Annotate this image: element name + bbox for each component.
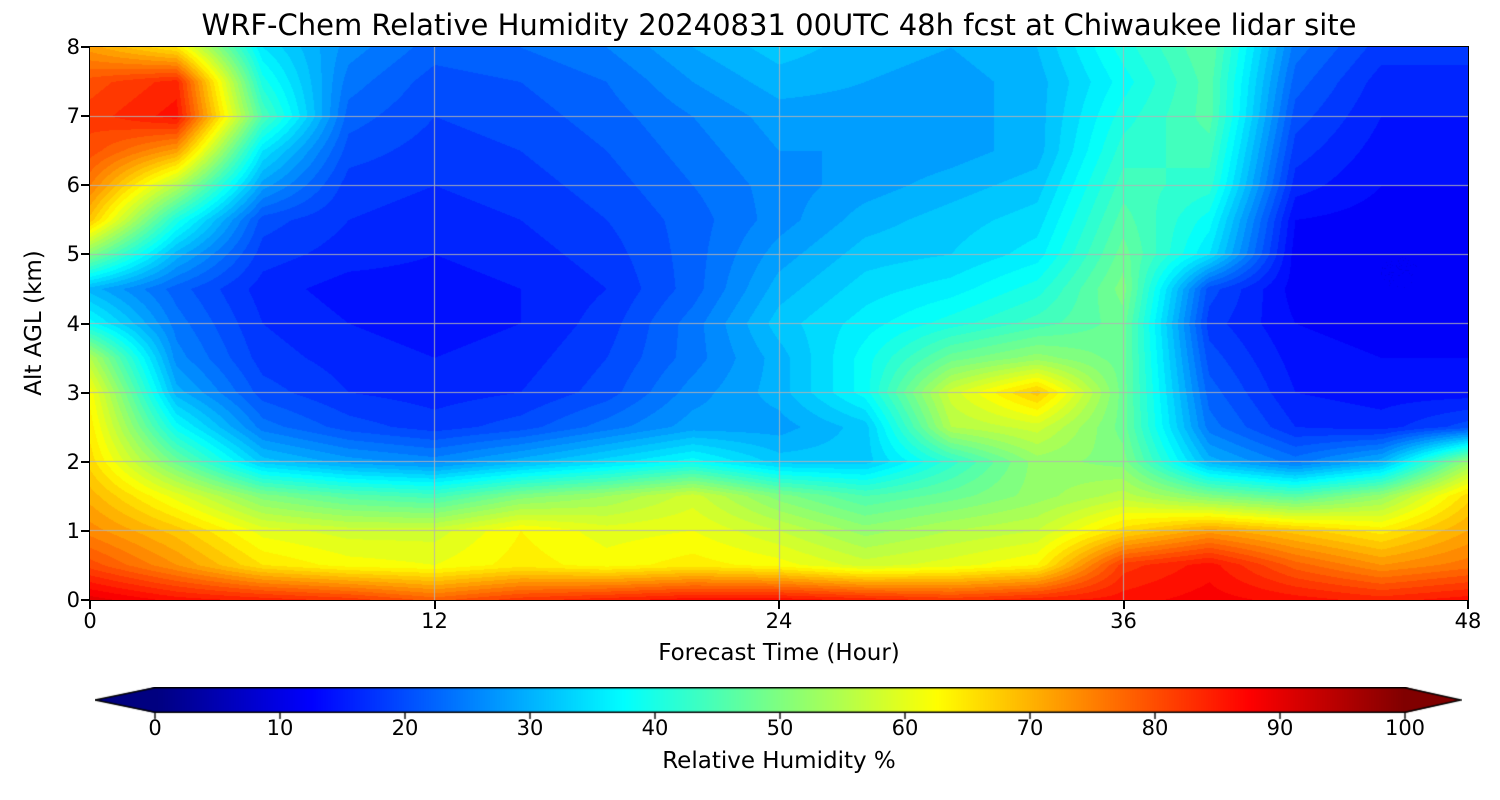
x-tick-mark bbox=[433, 601, 436, 609]
colorbar-tick-label: 40 bbox=[641, 716, 669, 740]
y-tick-label: 5 bbox=[66, 242, 80, 267]
y-tick-label: 8 bbox=[66, 35, 80, 59]
colorbar-label: Relative Humidity % bbox=[662, 748, 896, 774]
y-tick-label: 7 bbox=[66, 104, 80, 129]
y-tick-mark bbox=[81, 253, 89, 256]
y-tick-label: 6 bbox=[66, 173, 80, 198]
colorbar-tick-label: 80 bbox=[1141, 716, 1169, 740]
y-tick-mark bbox=[81, 184, 89, 187]
humidity-heatmap-canvas bbox=[90, 47, 1468, 600]
x-tick-mark bbox=[89, 601, 91, 609]
colorbar-canvas bbox=[95, 687, 1462, 721]
y-tick-label: 3 bbox=[66, 380, 80, 405]
x-tick-mark bbox=[1467, 601, 1469, 609]
x-tick-label: 0 bbox=[83, 609, 97, 633]
y-tick-mark bbox=[81, 322, 89, 325]
colorbar-tick-label: 60 bbox=[891, 716, 919, 740]
chart-title: WRF-Chem Relative Humidity 20240831 00UT… bbox=[201, 8, 1357, 42]
y-tick-mark bbox=[81, 599, 89, 601]
y-tick-mark bbox=[81, 529, 89, 532]
x-tick-mark bbox=[778, 601, 780, 609]
x-tick-label: 12 bbox=[421, 609, 448, 633]
y-tick-label: 2 bbox=[66, 449, 80, 474]
colorbar-tick-label: 100 bbox=[1384, 716, 1426, 740]
colorbar-tick-label: 20 bbox=[391, 716, 419, 740]
y-tick-mark bbox=[81, 46, 89, 48]
y-tick-label: 4 bbox=[66, 311, 80, 336]
colorbar-tick-label: 30 bbox=[516, 716, 544, 740]
plot-area bbox=[89, 46, 1469, 601]
y-tick-label: 0 bbox=[66, 588, 80, 612]
colorbar-tick-label: 70 bbox=[1016, 716, 1044, 740]
colorbar-tick-label: 10 bbox=[266, 716, 294, 740]
y-tick-label: 1 bbox=[66, 518, 80, 543]
x-tick-mark bbox=[1122, 601, 1125, 609]
y-tick-mark bbox=[81, 115, 89, 118]
y-tick-mark bbox=[81, 460, 89, 463]
colorbar bbox=[95, 687, 1462, 721]
x-tick-label: 24 bbox=[765, 609, 793, 633]
x-tick-label: 48 bbox=[1454, 609, 1482, 633]
colorbar-tick-label: 50 bbox=[766, 716, 794, 740]
colorbar-tick-label: 0 bbox=[148, 716, 162, 740]
y-tick-mark bbox=[81, 391, 89, 394]
x-tick-label: 36 bbox=[1110, 609, 1137, 633]
x-axis-label: Forecast Time (Hour) bbox=[658, 640, 900, 666]
colorbar-tick-label: 90 bbox=[1266, 716, 1294, 740]
